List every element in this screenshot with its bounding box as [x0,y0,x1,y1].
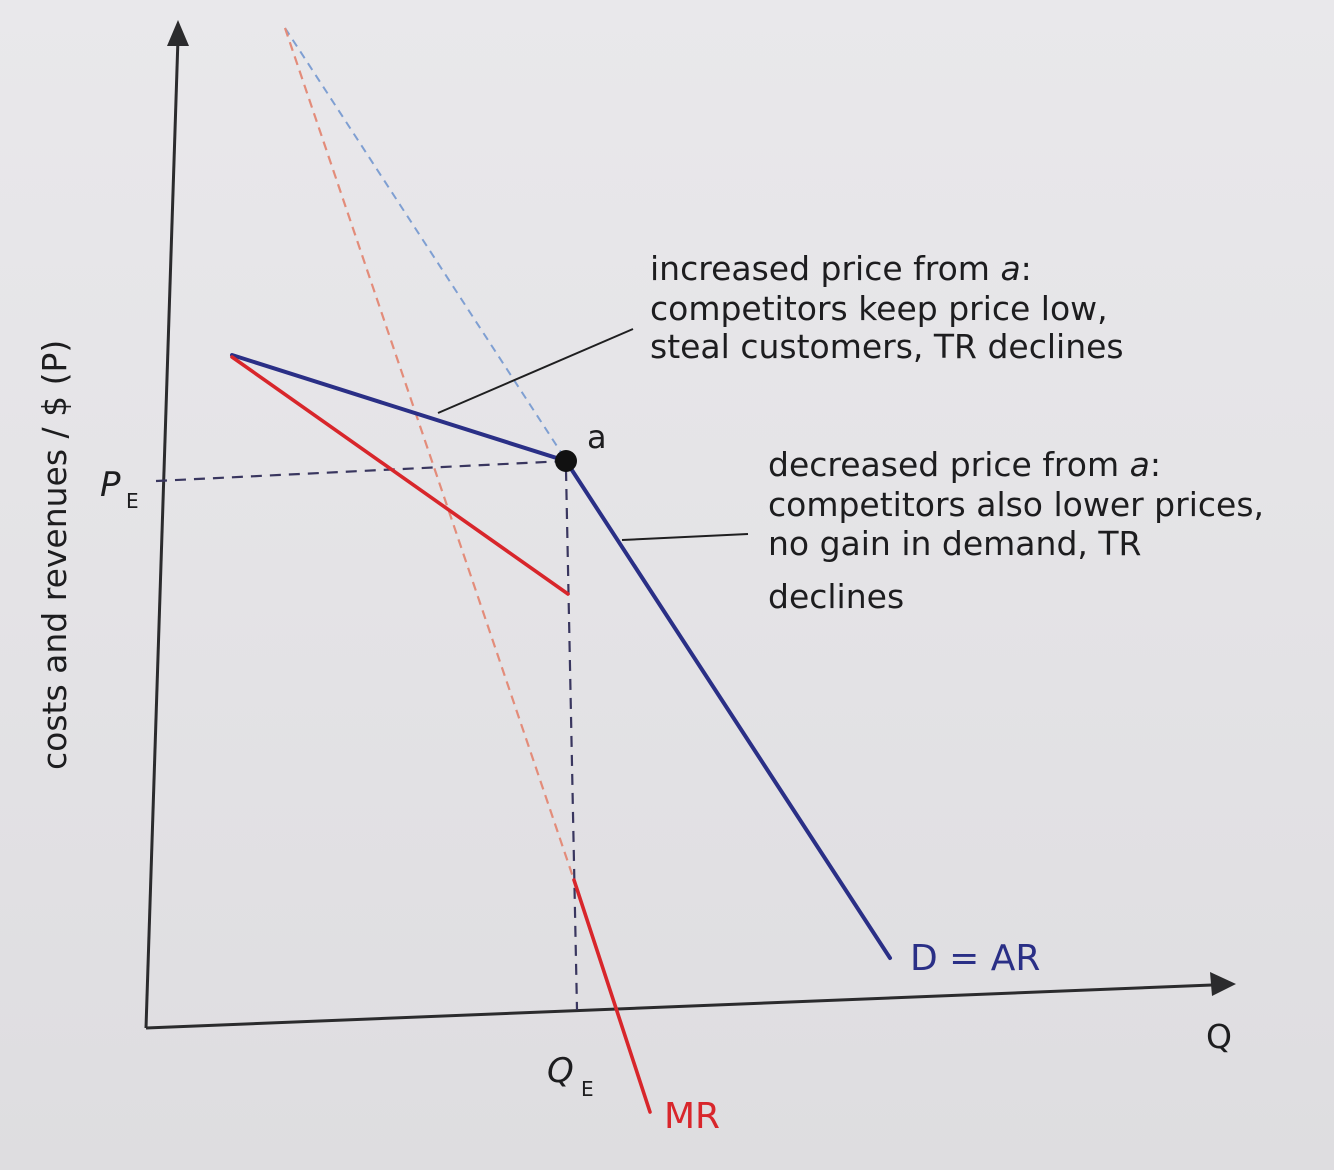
decrease-annotation-line1: decreased price from a: [768,445,1161,484]
increase-annotation-line3: steal customers, TR declines [650,327,1124,366]
point-a-label: a [587,418,607,456]
x-axis-arrowhead [1210,972,1236,996]
mr-curve-label: MR [664,1096,720,1137]
price-tick-subscript: E [126,489,139,513]
decrease-annotation-leader [621,533,749,541]
quantity-tick-subscript: E [581,1077,594,1101]
decrease-annotation-line4: declines [768,577,904,616]
x-axis-label: Q [1206,1017,1232,1056]
increase-annotation-leader [437,328,634,414]
mr-extension-dashed [283,27,576,881]
decrease-annotation-line2: competitors also lower prices, [768,485,1264,524]
y-axis [144,37,180,1029]
kink-point-a [555,450,577,472]
quantity-tick-label: Q [547,1051,574,1091]
increase-annotation-line1: increased price from a: [650,249,1032,288]
increase-annotation-line2: competitors keep price low, [650,289,1108,328]
decrease-annotation-line3: no gain in demand, TR [768,524,1141,563]
demand-curve-label: D = AR [910,938,1040,979]
mr-curve-lower [572,878,652,1114]
demand-extension-dashed [284,27,567,461]
mr-curve-upper [230,355,570,596]
quantity-guide-line [564,469,579,1011]
price-guide-line [155,459,567,483]
y-axis-arrowhead [167,20,189,46]
price-tick-label: P [100,465,121,505]
x-axis [145,983,1213,1030]
y-axis-label: costs and revenues / $ (P) [35,340,74,770]
